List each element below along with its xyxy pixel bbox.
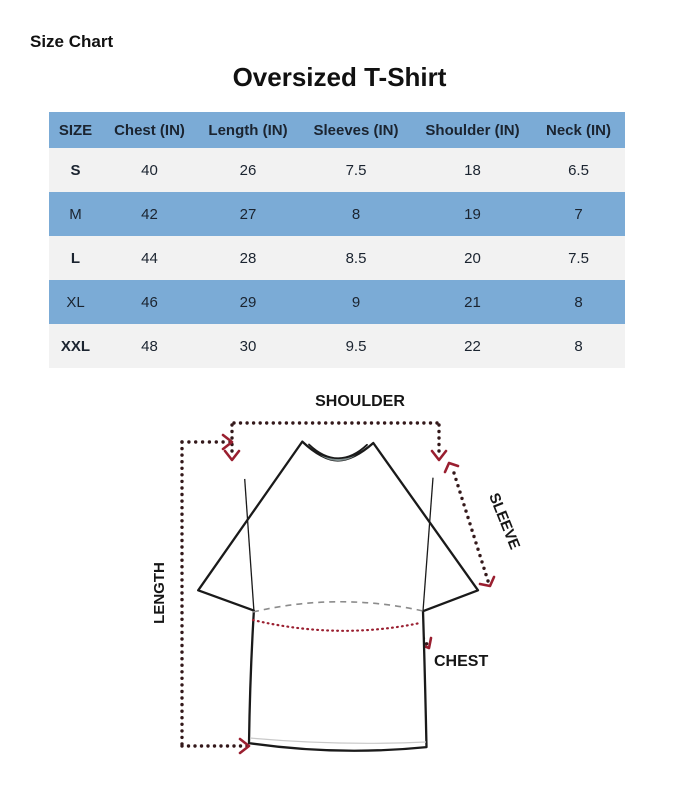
svg-text:SHOULDER: SHOULDER [315,395,405,410]
svg-text:SLEEVE: SLEEVE [485,491,523,552]
svg-text:CHEST: CHEST [434,653,488,670]
svg-text:LENGTH: LENGTH [151,562,168,624]
